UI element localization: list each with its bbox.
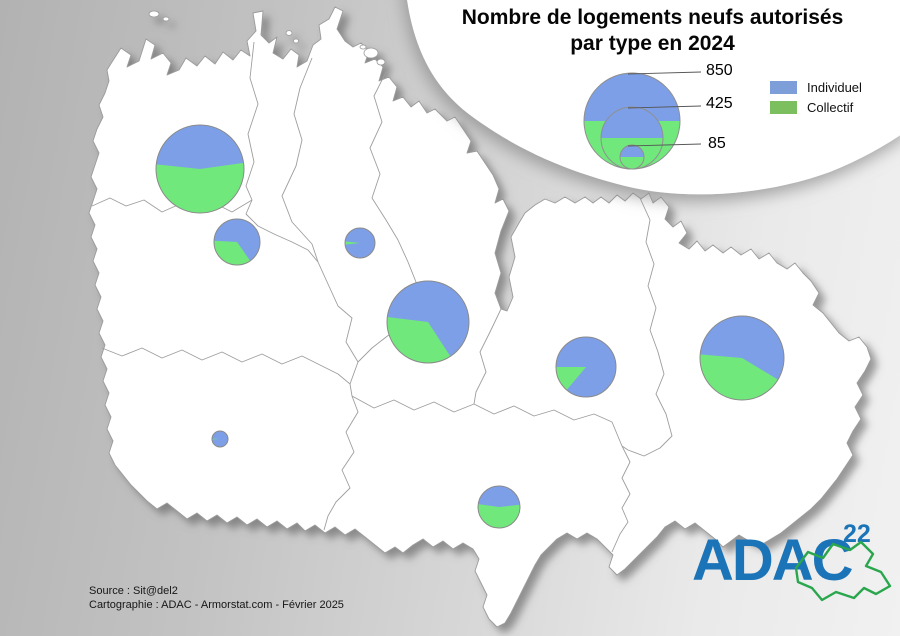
source-line: Source : Sit@del2: [89, 585, 178, 597]
pie-chart: [211, 430, 229, 448]
pie-slice-collectif: [211, 438, 220, 440]
legend-item-collectif: Collectif: [770, 100, 862, 115]
cartography-line: Cartographie : ADAC - Armorstat.com - Fé…: [89, 599, 344, 612]
island: [148, 10, 160, 18]
pie-outline: [477, 485, 521, 529]
pie-slice-collectif: [556, 367, 586, 390]
size-legend-value-85: 85: [708, 135, 726, 152]
department-map: [88, 6, 872, 628]
size-circle-top: [620, 145, 644, 157]
legend-label: Individuel: [807, 80, 862, 95]
legend-item-individuel: Individuel: [770, 80, 862, 95]
island: [162, 16, 170, 22]
pie-outline: [699, 315, 785, 401]
title-line-1: Nombre de logements neufs autorisés: [461, 6, 844, 29]
chart-title: Nombre de logements neufs autorisés par …: [415, 5, 890, 56]
size-legend-leader-line: [627, 143, 702, 147]
source-credits: Source : Sit@del2 Cartographie : ADAC - …: [89, 584, 344, 613]
size-circle-outline: [619, 144, 645, 170]
size-circle-bottom: [620, 157, 644, 169]
pie-slice-collectif: [155, 162, 244, 214]
collectif-swatch: [770, 101, 797, 114]
size-legend-leader-line: [627, 105, 702, 109]
logo-outline-shape: [794, 540, 892, 602]
adac-logo: ADAC 22: [692, 518, 897, 628]
title-line-2: par type en 2024: [570, 31, 735, 55]
island: [376, 58, 386, 66]
islands: [148, 10, 386, 66]
pie-slice-collectif: [477, 504, 520, 529]
legend-label: Collectif: [807, 100, 854, 115]
size-legend-circle: [619, 144, 645, 170]
island: [359, 44, 367, 50]
pie-slice-collectif: [700, 354, 778, 400]
pie-slice-collectif: [213, 240, 251, 265]
pie-chart: [344, 227, 376, 259]
size-circle-top: [601, 107, 663, 138]
region-border: [91, 197, 253, 213]
region-border: [621, 197, 673, 457]
size-legend-value-425: 425: [706, 95, 733, 112]
pie-chart: [213, 218, 261, 266]
pie-outline: [155, 124, 245, 214]
color-legend: Individuel Collectif: [770, 80, 862, 120]
region-border: [611, 445, 631, 553]
island: [293, 38, 299, 44]
region-border: [101, 347, 351, 385]
pie-slice-collectif: [344, 241, 360, 245]
adac-logo-text: ADAC: [692, 528, 854, 593]
pie-outline: [211, 430, 229, 448]
region-border: [473, 308, 502, 405]
pie-chart: [386, 280, 470, 364]
pie-outline: [344, 227, 376, 259]
individuel-swatch: [770, 81, 797, 94]
size-circle-top: [584, 73, 680, 121]
pie-slice-collectif: [387, 317, 451, 364]
size-legend-value-850: 850: [706, 62, 733, 79]
region-border: [351, 395, 623, 447]
pie-outline: [386, 280, 470, 364]
pie-chart: [699, 315, 785, 401]
size-legend-circles: [583, 71, 702, 170]
pie-chart: [555, 336, 617, 398]
pie-outline: [555, 336, 617, 398]
island: [285, 30, 293, 36]
pie-chart: [477, 485, 521, 529]
pie-chart: [155, 124, 245, 214]
adac-logo-department-shape: [794, 540, 892, 602]
pie-charts-layer: [155, 124, 785, 529]
adac-logo-22: 22: [843, 520, 871, 548]
island: [363, 47, 379, 59]
pie-outline: [213, 218, 261, 266]
region-border: [281, 57, 359, 531]
size-legend-leader-line: [627, 71, 702, 75]
